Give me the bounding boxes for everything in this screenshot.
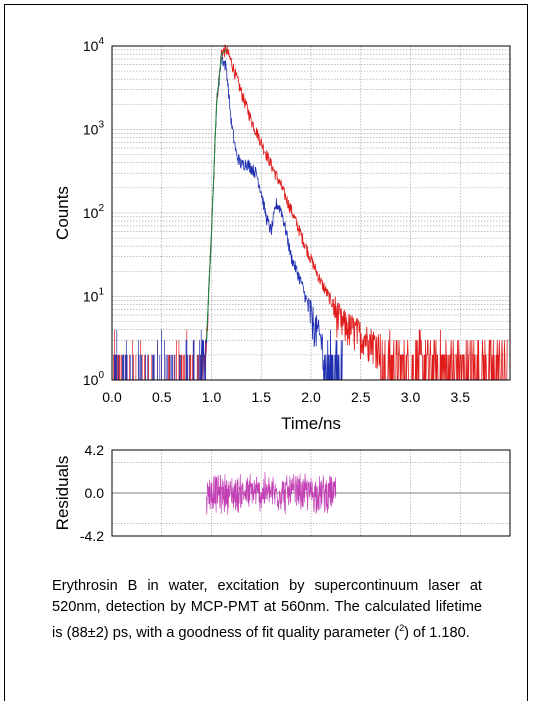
figure-caption: Erythrosin B in water, excitation by sup…: [52, 576, 482, 644]
caption-text-before: Erythrosin B in water, excitation by sup…: [52, 578, 482, 641]
chi-superscript: 2: [399, 623, 405, 633]
data-series-0: [201, 56, 343, 381]
residuals-series-group: [206, 471, 337, 515]
res-y-tick-label: -4.2: [80, 528, 104, 544]
y-tick-exponent: 4: [98, 36, 104, 47]
res-y-tick-label: 0.0: [85, 485, 105, 501]
main-series-group: [111, 44, 508, 381]
residuals-series: [206, 471, 337, 515]
residuals-y-ticks: 4.2 0.0 -4.2: [80, 442, 104, 544]
main-grid: [111, 46, 510, 381]
y-tick-label: 103: [83, 120, 105, 138]
y-tick-exponent: 0: [98, 370, 104, 381]
y-tick-label: 101: [83, 287, 105, 305]
y-axis-label: Counts: [53, 186, 72, 240]
x-tick-label: 3.5: [451, 389, 471, 405]
x-tick-label: 2.0: [301, 389, 321, 405]
x-tick-label: 0.5: [152, 389, 172, 405]
y-tick-exponent: 3: [98, 120, 104, 131]
y-tick-base: 10: [83, 38, 99, 54]
x-tick-label: 1.0: [202, 389, 222, 405]
x-tick-label: 0.0: [102, 389, 122, 405]
y-tick-exponent: 1: [98, 287, 104, 298]
main-x-ticks: 0.0 0.5 1.0 1.5 2.0 2.5 3.0 3.5: [102, 389, 470, 405]
main-plot-border: [111, 45, 511, 381]
baseline-noise-0: [114, 329, 202, 380]
residuals-axis-label: Residuals: [53, 456, 72, 531]
caption-text-after: ) of 1.180.: [404, 624, 470, 641]
data-series-2: [206, 49, 228, 341]
res-y-tick-label: 4.2: [85, 442, 105, 458]
y-tick-label: 104: [83, 36, 105, 54]
residuals-plot-border: [111, 449, 511, 537]
y-tick-base: 10: [83, 205, 99, 221]
figure-frame: [4, 4, 528, 701]
y-tick-base: 10: [83, 122, 99, 138]
y-tick-label: 100: [83, 370, 105, 388]
data-series-1: [201, 44, 508, 381]
x-tick-label: 2.5: [351, 389, 371, 405]
x-tick-label: 3.0: [401, 389, 421, 405]
y-tick-label: 102: [83, 203, 105, 221]
y-tick-base: 10: [83, 372, 99, 388]
x-axis-label: Time/ns: [281, 414, 341, 433]
y-tick-base: 10: [83, 289, 99, 305]
y-tick-exponent: 2: [98, 203, 104, 214]
x-tick-label: 1.5: [252, 389, 272, 405]
